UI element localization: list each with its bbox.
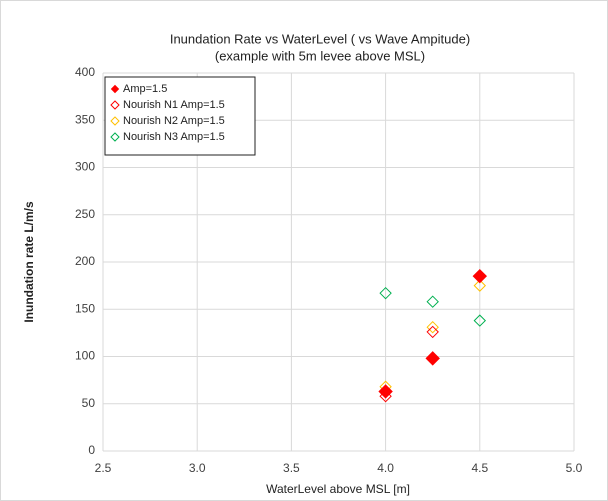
x-tick-label: 3.5 <box>283 461 300 475</box>
legend-marker <box>110 132 120 142</box>
legend-box <box>104 76 256 156</box>
x-axis-title: WaterLevel above MSL [m] <box>266 482 410 496</box>
point <box>472 268 488 284</box>
legend-text: Amp=1.5 <box>123 83 167 95</box>
x-tick-label: 4.5 <box>471 461 488 475</box>
y-tick-label: 150 <box>75 301 95 315</box>
point <box>473 314 487 327</box>
y-tick-label: 300 <box>75 160 95 174</box>
chart-title: Inundation Rate vs WaterLevel ( vs Wave … <box>170 31 470 46</box>
x-tick-label: 5.0 <box>566 461 583 475</box>
y-tick-label: 50 <box>82 396 96 410</box>
legend-marker <box>110 116 120 126</box>
legend-text: Nourish N2 Amp=1.5 <box>123 115 225 127</box>
y-tick-label: 400 <box>75 65 95 79</box>
y-tick-label: 100 <box>75 349 95 363</box>
point <box>426 295 439 308</box>
y-tick-label: 250 <box>75 207 95 221</box>
legend-marker <box>110 84 120 94</box>
point <box>425 351 440 366</box>
point <box>378 384 393 399</box>
legend-marker <box>110 100 120 110</box>
x-tick-label: 2.5 <box>95 461 112 475</box>
point <box>379 286 392 300</box>
legend-text: Nourish N3 Amp=1.5 <box>123 131 225 143</box>
point <box>426 325 439 339</box>
point <box>426 320 439 334</box>
y-tick-label: 0 <box>88 443 95 457</box>
chart-subtitle: (example with 5m levee above MSL) <box>215 48 425 63</box>
y-tick-label: 200 <box>75 254 95 268</box>
y-tick-label: 350 <box>75 112 95 126</box>
x-tick-label: 3.0 <box>189 461 206 475</box>
legend-text: Nourish N1 Amp=1.5 <box>123 99 225 111</box>
x-tick-label: 4.0 <box>377 461 394 475</box>
point <box>473 279 487 292</box>
y-axis-title: Inundation rate L/m/s <box>22 201 36 323</box>
